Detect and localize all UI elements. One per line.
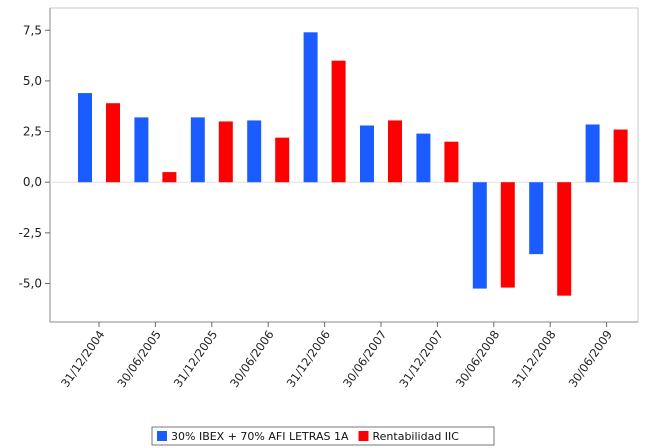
bar (78, 93, 92, 183)
x-tick-label: 30/06/2008 (453, 328, 502, 390)
bar (416, 133, 431, 183)
x-tick-label: 30/06/2009 (566, 328, 615, 390)
y-tick-label: 7,5 (23, 23, 42, 37)
bar (134, 117, 149, 183)
legend-swatch (358, 431, 369, 441)
x-axis-ticks: 31/12/2004 30/06/2005 31/12/2005 30/06/2006… (58, 322, 615, 390)
bar (557, 182, 572, 296)
x-tick-label: 31/12/2007 (396, 328, 445, 390)
legend-label: 30% IBEX + 70% AFI LETRAS 1A (171, 430, 349, 443)
y-tick-label: 5,0 (23, 74, 42, 88)
bar (360, 125, 374, 183)
chart-legend: 30% IBEX + 70% AFI LETRAS 1A Rentabilidad… (151, 426, 495, 446)
y-axis-ticks: 7,5 5,0 2,5 0,0 -2,5 -5,0 (19, 23, 50, 291)
legend-box (151, 426, 495, 446)
chart-bars (78, 32, 628, 296)
y-tick-label: 2,5 (23, 125, 42, 139)
x-tick-label: 30/06/2005 (114, 328, 163, 390)
bar (472, 182, 487, 289)
bar (303, 32, 318, 183)
x-tick-label: 31/12/2006 (284, 328, 333, 390)
bar (331, 60, 346, 183)
bar (162, 172, 177, 183)
legend-swatch (157, 431, 167, 441)
x-tick-label: 30/06/2007 (340, 328, 389, 390)
x-tick-label: 31/12/2008 (509, 328, 558, 390)
legend-label: Rentabilidad IIC (373, 430, 460, 443)
y-tick-label: -2,5 (19, 226, 42, 240)
bar (500, 182, 515, 288)
bar (218, 121, 233, 183)
x-tick-label: 31/12/2004 (58, 328, 107, 390)
y-tick-label: 0,0 (23, 175, 42, 189)
bar (444, 141, 459, 183)
bar (613, 129, 628, 183)
bar (275, 137, 290, 183)
x-tick-label: 30/06/2006 (227, 328, 276, 390)
bar (585, 124, 600, 183)
y-tick-label: -5,0 (19, 277, 42, 291)
bar (190, 117, 205, 183)
x-tick-label: 31/12/2005 (171, 328, 220, 390)
bar (106, 103, 120, 183)
bar (247, 120, 262, 183)
bar (529, 182, 544, 255)
bar (388, 120, 402, 183)
